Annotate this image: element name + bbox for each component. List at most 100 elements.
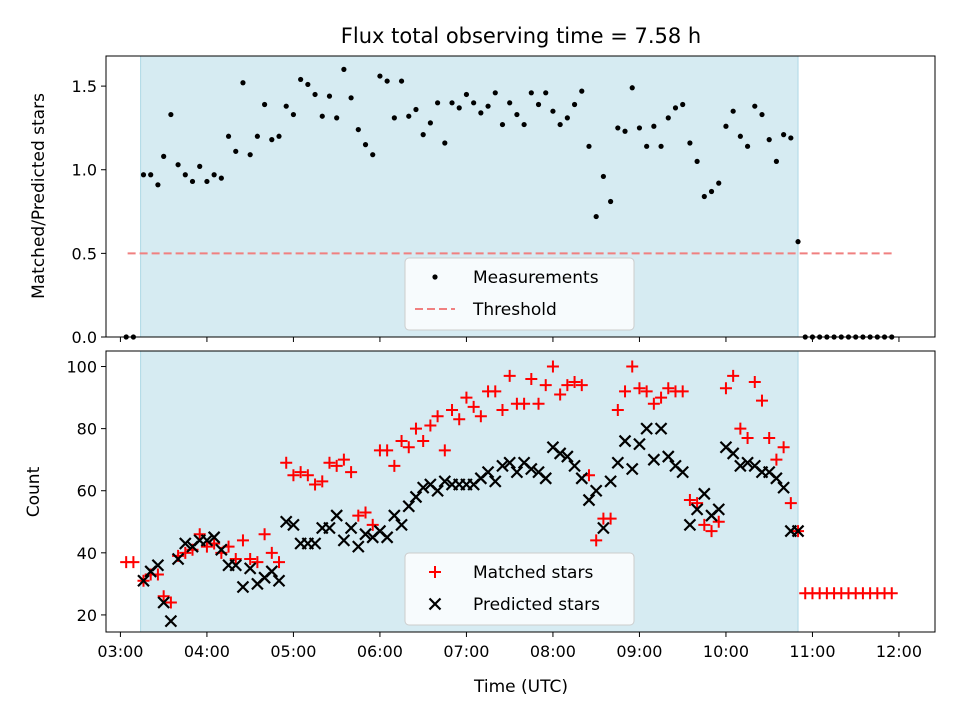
predicted-stars-point: [690, 503, 704, 516]
measurement-point: [759, 111, 765, 118]
y-tick-label: 0.5: [72, 244, 97, 263]
matched-stars-point: [683, 494, 696, 507]
matched-stars-point: [489, 385, 502, 398]
predicted-stars-point: [481, 465, 495, 479]
y-tick-label: 60: [77, 482, 97, 501]
matched-stars-point: [590, 534, 603, 547]
legend-marker-matched: [429, 566, 441, 578]
matched-stars-point: [503, 369, 516, 382]
matched-stars-point: [734, 422, 747, 435]
matched-stars-point: [619, 385, 632, 398]
measurement-point: [254, 133, 260, 139]
measurement-point: [579, 88, 585, 94]
matched-stars-point: [229, 553, 242, 566]
y-axis-label: Matched/Predicted stars: [29, 93, 49, 299]
matched-stars-point: [287, 469, 300, 482]
measurement-point: [651, 123, 657, 129]
measurement-point: [521, 121, 527, 128]
matched-stars-point: [309, 478, 322, 491]
y-tick-label: 20: [77, 606, 97, 625]
measurement-point: [233, 148, 239, 154]
predicted-stars-point: [272, 574, 286, 588]
measurement-point: [788, 135, 794, 141]
x-tick-label: 12:00: [876, 642, 922, 661]
matched-stars-point: [885, 587, 898, 600]
predicted-stars-point: [279, 515, 293, 529]
predicted-stars-point: [308, 537, 322, 550]
matched-stars-point: [236, 534, 249, 547]
measurement-point: [528, 90, 534, 96]
x-tick-label: 06:00: [357, 642, 403, 661]
matched-stars-point: [633, 382, 646, 395]
chart-title: Flux total observing time = 7.58 h: [341, 24, 701, 48]
matched-stars-point: [655, 391, 668, 404]
measurement-point: [773, 158, 780, 164]
matched-stars-point: [474, 410, 487, 423]
predicted-stars-point: [741, 456, 754, 470]
matched-stars-point: [402, 441, 415, 454]
measurement-point: [341, 66, 347, 72]
predicted-stars-point: [712, 503, 726, 516]
measurement-point: [377, 73, 383, 79]
predicted-stars-point: [395, 518, 408, 532]
measurement-point: [427, 120, 433, 126]
matched-stars-point: [409, 422, 422, 435]
matched-stars-point: [719, 382, 732, 395]
predicted-stars-point: [402, 499, 416, 513]
matched-stars-point: [518, 397, 531, 410]
top-panel-ratio: 0.0 0.5 1.0 1.5 Matched/Predicted stars Measu…: [29, 55, 936, 347]
matched-stars-point: [280, 456, 293, 469]
matched-stars-point: [258, 528, 271, 541]
predicted-stars-point: [561, 450, 574, 463]
measurement-point: [355, 126, 361, 133]
predicted-stars-point: [416, 481, 430, 494]
predicted-stars-point: [409, 490, 423, 504]
measurement-point: [298, 76, 304, 83]
predicted-stars-point: [604, 475, 617, 488]
measurement-point: [680, 101, 686, 108]
matched-stars-point: [431, 410, 444, 423]
predicted-stars-point: [654, 422, 668, 435]
matched-stars-point: [200, 540, 213, 553]
legend-box: [404, 552, 635, 626]
measurement-point: [269, 137, 275, 143]
measurement-point: [492, 90, 498, 96]
matched-stars-point: [626, 360, 639, 373]
matched-stars-point: [323, 456, 336, 469]
predicted-stars-point: [683, 518, 697, 532]
measurement-point: [140, 172, 147, 178]
matched-stars-point: [366, 518, 379, 531]
matched-stars-point: [438, 444, 451, 457]
legend-box: [404, 257, 635, 331]
matched-stars-point: [640, 385, 653, 398]
predicted-stars-point: [137, 574, 150, 588]
measurement-point: [644, 143, 650, 149]
measurement-point: [744, 143, 751, 149]
predicted-stars-point: [589, 484, 603, 498]
predicted-stars-point: [243, 562, 257, 575]
legend-label: Predicted stars: [473, 595, 600, 615]
matched-stars-point: [381, 444, 394, 457]
measurement-point: [247, 152, 253, 158]
predicted-stars-point: [157, 596, 170, 609]
measurement-point: [571, 101, 578, 108]
predicted-stars-point: [640, 422, 653, 435]
measurement-point: [795, 239, 801, 245]
legend-label: Measurements: [473, 268, 599, 288]
measurement-point: [406, 113, 412, 119]
predicted-stars-point: [582, 493, 596, 507]
measurement-point: [240, 80, 246, 86]
predicted-stars-point: [698, 487, 711, 501]
matched-stars-point: [395, 435, 408, 448]
matched-stars-point: [691, 497, 704, 510]
x-tick-label: 04:00: [184, 642, 230, 661]
predicted-stars-point: [777, 481, 790, 494]
predicted-stars-point: [352, 540, 365, 553]
x-axis-label: Time (UTC): [473, 677, 568, 697]
measurement-point: [305, 81, 311, 88]
measurement-point: [276, 133, 282, 139]
predicted-stars-point: [229, 558, 243, 572]
matched-stars-point: [604, 512, 617, 525]
measurement-point: [737, 133, 743, 139]
